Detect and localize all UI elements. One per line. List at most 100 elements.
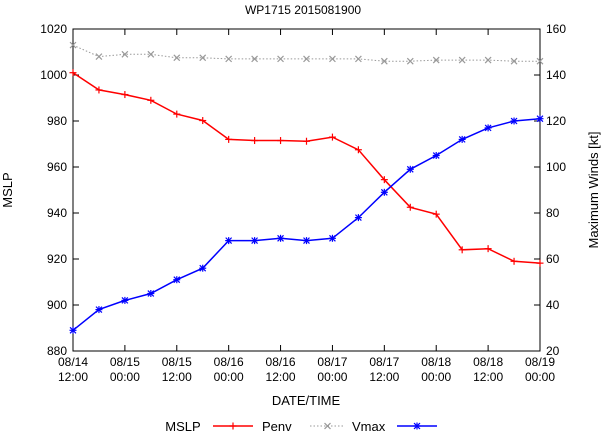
series-point-wind	[380, 188, 388, 196]
series-point-vmax	[251, 55, 259, 63]
y-right-tick-label: 20	[546, 344, 560, 358]
y-axis-right-tick-labels: 20 40 60 80 100 120 140 160	[546, 22, 566, 358]
series-point-penv	[277, 137, 285, 145]
series-point-penv	[432, 210, 440, 218]
series-point-penv	[536, 259, 544, 267]
legend-label: Vmax	[352, 419, 386, 432]
x-tick-label: 08/17 12:00	[369, 355, 399, 384]
series-point-penv	[303, 137, 310, 145]
series-point-vmax	[484, 56, 492, 64]
series-line-penv	[72, 72, 541, 264]
y-left-tick-label: 880	[47, 344, 67, 358]
x-tick-label: 08/16 00:00	[214, 355, 244, 384]
series-point-penv	[121, 91, 129, 99]
series-point-wind	[484, 124, 492, 132]
series-point-penv	[199, 117, 207, 125]
x-axis-label: DATE/TIME	[272, 393, 341, 408]
x-tick-label: 08/18 00:00	[421, 355, 451, 384]
x-tick-label: 08/15 12:00	[162, 355, 192, 384]
legend-title: MSLP	[165, 419, 200, 432]
series-point-penv	[354, 146, 362, 154]
series-point-wind	[458, 135, 466, 143]
plot-frame	[72, 28, 541, 352]
series-point-vmax	[432, 56, 440, 64]
y-left-tick-label: 960	[47, 160, 67, 174]
series-point-vmax	[329, 55, 336, 63]
series-point-wind	[199, 264, 207, 272]
series-point-penv	[484, 245, 492, 253]
series-point-vmax	[458, 56, 466, 64]
series-line-wind	[72, 117, 541, 331]
series-point-vmax	[406, 57, 414, 65]
series-point-penv	[328, 133, 336, 141]
legend-marker	[413, 422, 421, 430]
x-tick-label: 08/15 00:00	[110, 355, 140, 384]
y-right-tick-label: 100	[546, 160, 566, 174]
series-point-wind	[354, 214, 362, 222]
y-left-tick-label: 980	[47, 114, 67, 128]
series-point-wind	[251, 237, 259, 245]
series-point-wind	[69, 326, 77, 334]
series-point-penv	[406, 203, 414, 211]
y-left-tick-label: 1020	[40, 22, 67, 36]
series-point-wind	[510, 117, 518, 125]
y-right-tick-label: 160	[546, 22, 566, 36]
y-axis-right-label: Maximum Winds [kt]	[586, 131, 601, 248]
series-layer	[69, 41, 544, 334]
series-point-penv	[510, 257, 518, 265]
series-point-vmax	[199, 54, 207, 62]
series-point-vmax	[380, 57, 388, 65]
series-point-vmax	[69, 41, 77, 49]
x-tick-label: 08/16 12:00	[266, 355, 296, 384]
series-point-wind	[303, 237, 310, 245]
series-point-penv	[380, 176, 388, 184]
series-point-penv	[147, 96, 155, 104]
series-point-vmax	[147, 50, 155, 58]
series-point-wind	[173, 276, 181, 284]
y-left-tick-label: 1000	[40, 68, 67, 82]
legend: MSLP Penv Vmax	[165, 419, 437, 432]
series-point-wind	[328, 234, 336, 242]
y-left-tick-label: 900	[47, 298, 67, 312]
series-point-wind	[536, 115, 544, 123]
y-left-tick-label: 940	[47, 206, 67, 220]
series-point-wind	[95, 306, 103, 314]
y-right-tick-label: 40	[546, 298, 560, 312]
x-tick-label: 08/17 00:00	[317, 355, 347, 384]
y-right-tick-label: 80	[546, 206, 560, 220]
y-left-tick-label: 920	[47, 252, 67, 266]
series-point-penv	[225, 135, 233, 143]
series-point-wind	[277, 234, 285, 242]
legend-label: Penv	[262, 419, 292, 432]
series-point-vmax	[510, 57, 518, 65]
series-point-wind	[225, 237, 233, 245]
x-tick-label: 08/14 12:00	[58, 355, 88, 384]
x-tick-label: 08/19 00:00	[525, 355, 555, 384]
y-right-tick-label: 140	[546, 68, 566, 82]
series-point-wind	[432, 152, 440, 159]
series-point-penv	[95, 86, 103, 94]
series-point-vmax	[303, 55, 310, 63]
series-point-penv	[173, 110, 181, 118]
series-point-vmax	[536, 57, 544, 65]
series-point-vmax	[121, 50, 129, 58]
y-axis-left-label: MSLP	[0, 172, 15, 207]
y-right-tick-label: 60	[546, 252, 560, 266]
series-point-penv	[251, 137, 259, 145]
series-point-vmax	[277, 55, 284, 63]
legend-marker	[324, 422, 331, 430]
y-right-tick-label: 120	[546, 114, 566, 128]
x-tick-label: 08/18 12:00	[473, 355, 503, 384]
series-point-vmax	[95, 53, 103, 60]
series-point-vmax	[354, 55, 362, 63]
series-point-penv	[458, 246, 466, 254]
legend-marker	[229, 422, 237, 430]
series-point-vmax	[225, 55, 233, 63]
series-point-wind	[147, 290, 155, 297]
axis-ticks	[72, 28, 541, 352]
series-point-penv	[69, 69, 77, 77]
series-point-vmax	[173, 54, 181, 62]
series-point-wind	[121, 296, 129, 304]
x-axis-tick-labels: 08/14 12:00 08/15 00:00 08/15 12:00 08/16 00:00…	[58, 355, 555, 384]
